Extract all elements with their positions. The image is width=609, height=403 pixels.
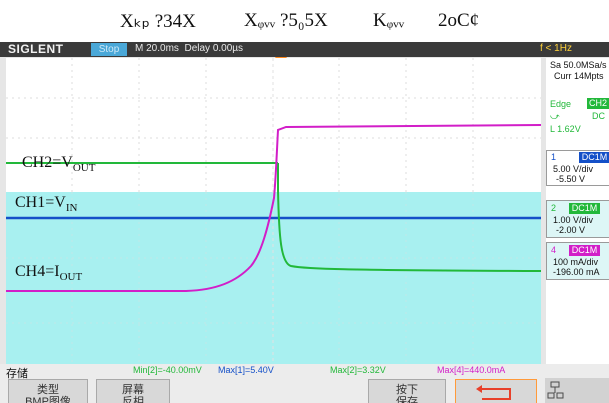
trigger-source[interactable]: CH2 [587, 98, 609, 109]
frequency-readout: f < 1Hz [540, 43, 572, 54]
memory-depth: Curr 14Mpts [554, 71, 604, 81]
brand-logo: SIGLENT [8, 42, 64, 56]
softkey-type[interactable]: 类型 BMP图像 [8, 379, 88, 403]
extra-softkey[interactable] [545, 378, 609, 403]
back-button[interactable] [455, 379, 537, 403]
settings-panel: Sa 50.0MSa/s Curr 14Mpts Edge CH2 ⤻ DC L… [546, 58, 609, 376]
timebase-readout: M 20.0ms Delay 0.00µs [135, 43, 243, 54]
trigger-slope-icon: ⤻ [550, 111, 560, 122]
ch1-number: 1 [551, 152, 556, 162]
ch4-number: 4 [551, 245, 556, 255]
ch2-coupling: DC1M [569, 203, 600, 214]
caption-item-1: Xₖₚ ?34X [120, 10, 196, 33]
caption-item-3: Kᵩᵥᵥ [373, 10, 404, 32]
ch1-label: CH1=VIN [15, 194, 77, 214]
run-stop-indicator[interactable]: Stop [91, 43, 127, 56]
ch2-settings[interactable]: 2 DC1M 1.00 V/div -2.00 V [546, 200, 609, 238]
softkey-screen[interactable]: 屏幕 反相 [96, 379, 170, 403]
oscilloscope-screen: SIGLENT Stop M 20.0ms Delay 0.00µs f < 1… [0, 42, 609, 403]
ch4-settings[interactable]: 4 DC1M 100 mA/div -196.00 mA [546, 242, 609, 280]
ch2-scale: 1.00 V/div [553, 215, 593, 225]
sample-rate: Sa 50.0MSa/s [550, 60, 607, 70]
status-bar: SIGLENT Stop M 20.0ms Delay 0.00µs f < 1… [0, 42, 609, 57]
softkey-press-value: 保存 [369, 393, 445, 403]
trigger-coupling: DC [592, 111, 605, 121]
timebase-value: M 20.0ms [135, 43, 179, 54]
measure-min2: Min[2]=-40.00mV [133, 365, 202, 375]
figure-caption: Xₖₚ ?34X Xᵩᵥᵥ ?5₀5X Kᵩᵥᵥ 2oC¢ [0, 0, 609, 42]
ch1-scale: 5.00 V/div [553, 164, 593, 174]
ch2-label: CH2=VOUT [22, 154, 95, 174]
trigger-level: L 1.62V [550, 124, 581, 134]
ch4-label: CH4=IOUT [15, 263, 82, 283]
caption-item-2: Xᵩᵥᵥ ?5₀5X [244, 10, 328, 32]
delay-value: Delay 0.00µs [184, 43, 243, 54]
return-arrow-icon [456, 380, 536, 403]
bottom-bar: 存储 Min[2]=-40.00mV Max[1]=5.40V Max[2]=3… [0, 364, 609, 403]
waveform-area: CH2=VOUT CH1=VIN CH4=IOUT [6, 58, 541, 376]
softkey-type-value: BMP图像 [9, 393, 87, 403]
network-icon [545, 378, 609, 403]
measure-max2: Max[2]=3.32V [330, 365, 386, 375]
ch4-offset: -196.00 mA [553, 267, 600, 277]
softkey-screen-value: 反相 [97, 393, 169, 403]
measure-max1: Max[1]=5.40V [218, 365, 274, 375]
trigger-type: Edge [550, 99, 571, 109]
waveform-plot [6, 58, 541, 376]
ch4-coupling: DC1M [569, 245, 600, 256]
ch4-scale: 100 mA/div [553, 257, 598, 267]
ch1-offset: -5.50 V [556, 174, 585, 184]
caption-item-4: 2oC¢ [438, 10, 479, 32]
ch1-settings[interactable]: 1 DC1M 5.00 V/div -5.50 V [546, 150, 609, 186]
softkey-press-save[interactable]: 按下 保存 [368, 379, 446, 403]
ch1-coupling: DC1M [579, 152, 609, 163]
ch2-number: 2 [551, 203, 556, 213]
measure-max4: Max[4]=440.0mA [437, 365, 505, 375]
ch2-offset: -2.00 V [556, 225, 585, 235]
